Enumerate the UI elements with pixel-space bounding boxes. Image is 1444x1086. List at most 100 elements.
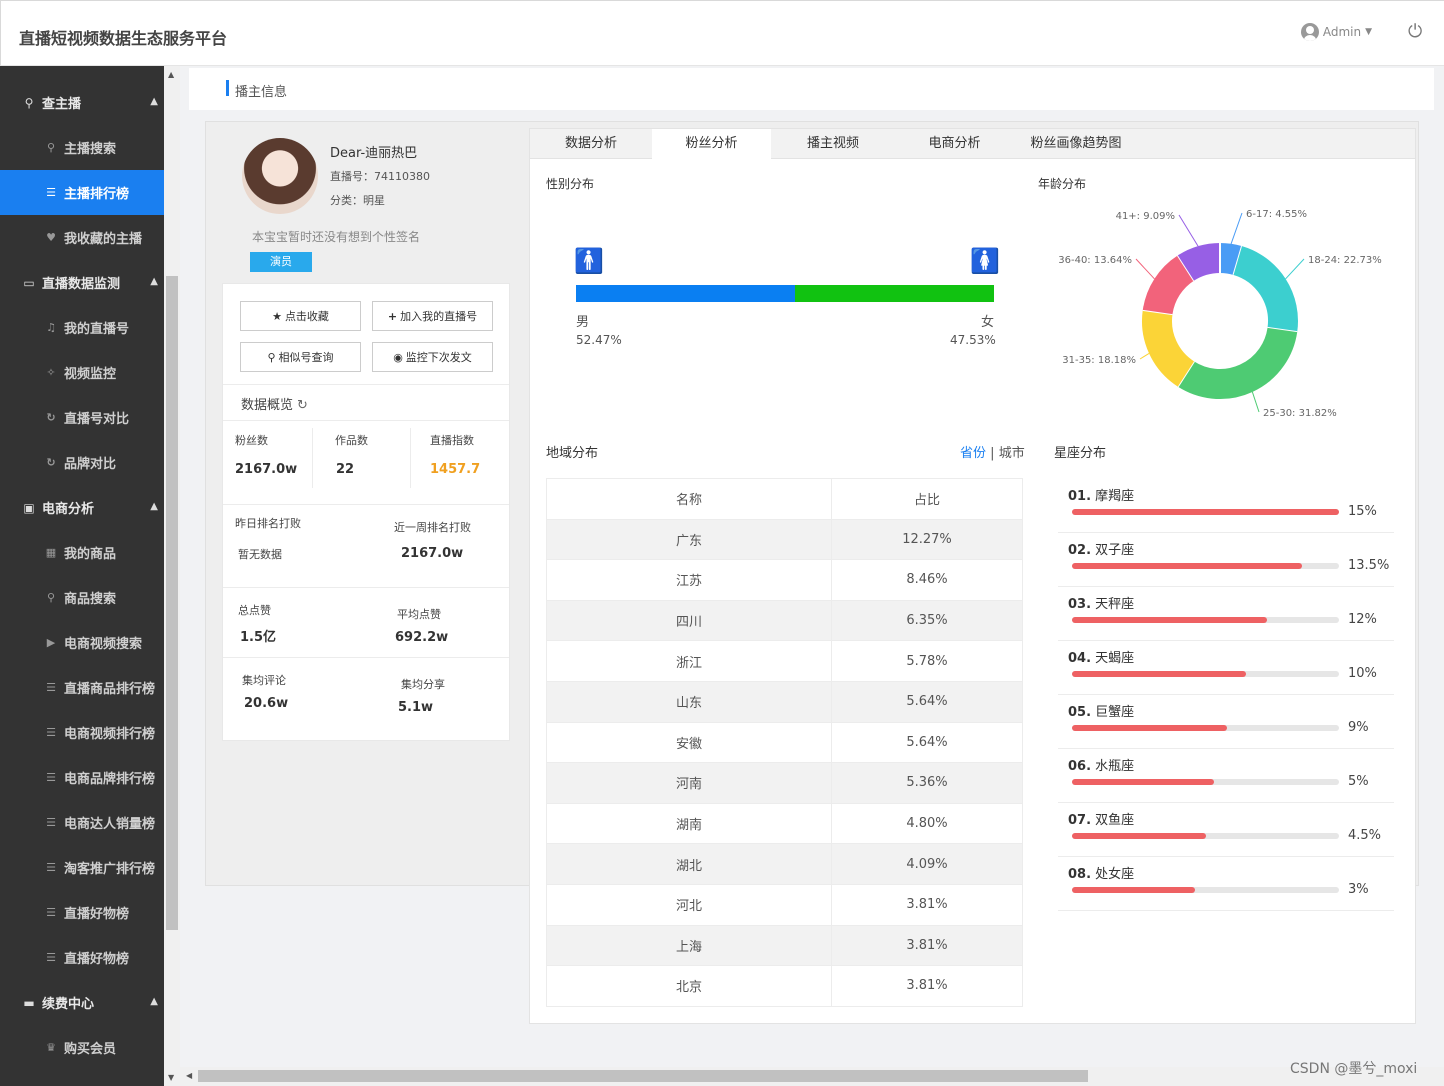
- region-switch: 省份 | 城市: [960, 446, 1025, 461]
- female-icon: 🚺: [970, 247, 1000, 275]
- sidebar-item-3-0[interactable]: ♛ 购买会员: [0, 1025, 164, 1070]
- age-slice-4[interactable]: [1142, 255, 1195, 315]
- age-slice-1[interactable]: [1232, 246, 1298, 333]
- female-label: 女: [981, 315, 995, 330]
- zodiac-list: 01. 摩羯座 15% 02. 双子座 13.5% 03. 天秤座 12% 04…: [1058, 479, 1394, 911]
- index-label: 直播指数: [430, 434, 474, 447]
- region-name: 安徽: [546, 721, 832, 764]
- zodiac-name: 03. 天秤座: [1068, 597, 1135, 612]
- region-name: 湖北: [546, 843, 832, 885]
- sidebar-item-1-3[interactable]: ↻ 品牌对比: [0, 440, 164, 485]
- sidebar-item-0-2[interactable]: ♥ 我收藏的主播: [0, 215, 164, 260]
- age-slice-label: 6-17: 4.55%: [1246, 209, 1307, 220]
- user-icon: [1300, 23, 1319, 41]
- region-name: 河南: [546, 762, 832, 804]
- region-share: 4.80%: [831, 802, 1023, 845]
- tab-0[interactable]: 数据分析: [564, 136, 617, 151]
- zodiac-percent: 3%: [1348, 882, 1369, 897]
- sidebar-group-3[interactable]: ▬ 续费中心 ▲: [0, 980, 164, 1025]
- monitor-button[interactable]: ◉ 监控下次发文: [372, 342, 493, 372]
- sidebar-item-1-0[interactable]: ♫ 我的直播号: [0, 305, 164, 350]
- bag-icon: ▣: [23, 500, 35, 515]
- power-icon[interactable]: ⏻: [1408, 21, 1423, 42]
- sidebar-scrollbar[interactable]: ▲ ▼: [164, 66, 180, 1086]
- sidebar-item-label: 我的商品: [64, 547, 117, 562]
- sidebar-group-0[interactable]: ⚲ 查主播 ▲: [0, 80, 164, 125]
- avg-comment-value: 20.6w: [244, 696, 289, 711]
- play-icon: ▶: [46, 636, 56, 649]
- sidebar-item-2-3[interactable]: ☰ 直播商品排行榜: [0, 665, 164, 710]
- zodiac-bar-fill: [1072, 509, 1339, 515]
- anchor-name: Dear-迪丽热巴: [330, 146, 418, 161]
- age-slice-2[interactable]: [1177, 327, 1298, 399]
- region-name: 四川: [546, 599, 832, 642]
- avg-share-value: 5.1w: [398, 700, 434, 715]
- scroll-left-icon[interactable]: ◀: [186, 1071, 193, 1080]
- avg-likes-label: 平均点赞: [397, 608, 441, 621]
- zodiac-bar: [1072, 563, 1339, 569]
- scroll-up-icon[interactable]: ▲: [168, 70, 175, 79]
- scroll-down-icon[interactable]: ▼: [168, 1073, 175, 1082]
- sidebar-item-2-7[interactable]: ☰ 淘客推广排行榜: [0, 845, 164, 890]
- add-live-button[interactable]: + 加入我的直播号: [372, 301, 493, 331]
- user-menu[interactable]: Admin ▼: [1300, 23, 1372, 41]
- divider: [223, 587, 509, 588]
- divider: [223, 657, 509, 658]
- avatar: [242, 138, 318, 214]
- sidebar-item-2-0[interactable]: ▦ 我的商品: [0, 530, 164, 575]
- male-icon: 🚹: [574, 247, 604, 275]
- sidebar-item-2-6[interactable]: ☰ 电商达人销量榜: [0, 800, 164, 845]
- chevron-down-icon: ▼: [1365, 27, 1372, 37]
- search-icon: ⚲: [267, 350, 276, 364]
- sidebar-item-0-1[interactable]: ☰ 主播排行榜: [0, 170, 164, 215]
- col-share: 占比: [831, 478, 1023, 520]
- age-slice-0[interactable]: [1219, 243, 1242, 276]
- zodiac-percent: 4.5%: [1348, 828, 1382, 843]
- sidebar-group-2[interactable]: ▣ 电商分析 ▲: [0, 485, 164, 530]
- sidebar-item-0-0[interactable]: ⚲ 主播搜索: [0, 125, 164, 170]
- sidebar-item-2-2[interactable]: ▶ 电商视频搜索: [0, 620, 164, 665]
- list-item: 06. 水瓶座 5%: [1058, 749, 1394, 803]
- refresh-icon[interactable]: ↻: [297, 398, 308, 413]
- sidebar-item-2-4[interactable]: ☰ 电商视频排行榜: [0, 710, 164, 755]
- zodiac-bar: [1072, 617, 1339, 623]
- tab-3[interactable]: 电商分析: [928, 136, 981, 151]
- sidebar-item-2-9[interactable]: ☰ 直播好物榜: [0, 935, 164, 980]
- city-toggle[interactable]: 城市: [998, 446, 1025, 461]
- zodiac-bar-fill: [1072, 563, 1302, 569]
- tab-4[interactable]: 粉丝画像趋势图: [1030, 136, 1122, 151]
- sidebar-item-1-2[interactable]: ↻ 直播号对比: [0, 395, 164, 440]
- region-share: 12.27%: [831, 518, 1023, 561]
- table-row: 浙江 5.78%: [546, 640, 1023, 682]
- sidebar-item-2-8[interactable]: ☰ 直播好物榜: [0, 890, 164, 935]
- sidebar-item-label: 淘客推广排行榜: [64, 862, 156, 877]
- scroll-thumb[interactable]: [166, 276, 178, 930]
- sidebar-item-1-1[interactable]: ✧ 视频监控: [0, 350, 164, 395]
- list-item: 07. 双鱼座 4.5%: [1058, 803, 1394, 857]
- similar-search-button[interactable]: ⚲ 相似号查询: [240, 342, 361, 372]
- horizontal-scrollbar[interactable]: ◀: [180, 1067, 1444, 1086]
- zodiac-bar: [1072, 725, 1339, 731]
- avg-share-label: 集均分享: [401, 678, 445, 691]
- sidebar-item-label: 电商达人销量榜: [64, 817, 156, 832]
- age-slice-5[interactable]: [1177, 243, 1221, 281]
- sidebar-item-2-1[interactable]: ⚲ 商品搜索: [0, 575, 164, 620]
- region-name: 河北: [546, 883, 832, 926]
- favorite-button[interactable]: ★ 点击收藏: [240, 301, 361, 331]
- age-slice-3[interactable]: [1142, 309, 1195, 387]
- gender-title: 性别分布: [546, 177, 595, 191]
- list-icon: ☰: [46, 861, 56, 874]
- tab-1[interactable]: 粉丝分析: [652, 129, 771, 159]
- scroll-thumb[interactable]: [198, 1070, 1088, 1082]
- region-share: 4.09%: [831, 843, 1023, 885]
- sidebar-group-1[interactable]: ▭ 直播数据监测 ▲: [0, 260, 164, 305]
- province-toggle[interactable]: 省份: [960, 446, 987, 461]
- zodiac-name: 04. 天蝎座: [1068, 651, 1135, 666]
- sidebar-item-2-5[interactable]: ☰ 电商品牌排行榜: [0, 755, 164, 800]
- anchor-id: 直播号：74110380: [330, 170, 430, 183]
- region-name: 北京: [546, 965, 832, 1007]
- region-share: 8.46%: [831, 559, 1023, 601]
- tab-2[interactable]: 播主视频: [806, 136, 859, 151]
- stats-card: ★ 点击收藏 + 加入我的直播号 ⚲ 相似号查询 ◉ 监控下次发文 数据概览 ↻ 粉丝数 …: [222, 283, 510, 741]
- chevron-up-icon: ▲: [150, 996, 158, 1007]
